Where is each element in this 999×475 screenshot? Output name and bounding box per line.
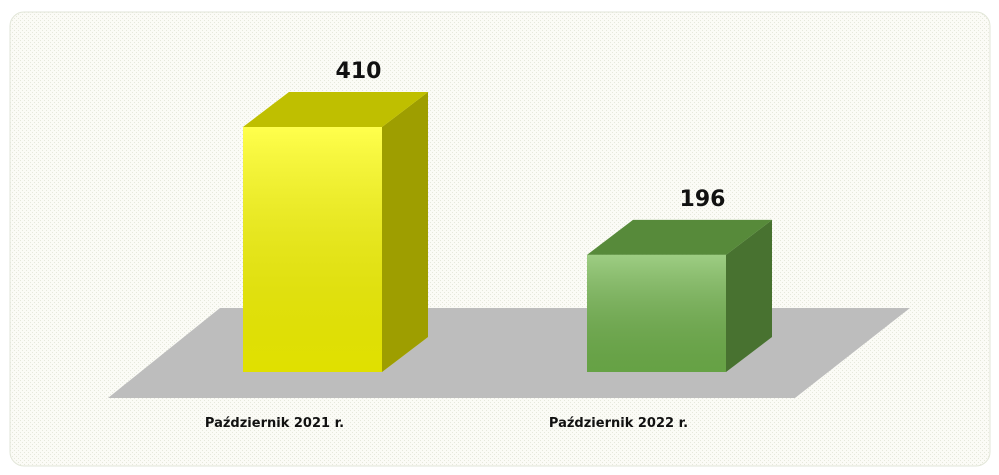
bar-side	[382, 92, 428, 372]
floor	[108, 308, 910, 398]
bar-side-shade	[382, 92, 428, 372]
bar-shine	[243, 127, 382, 372]
bar-top	[587, 219, 772, 255]
bar-side-shade	[726, 219, 772, 372]
value-label: 196	[680, 187, 726, 212]
category-label: Październik 2021 r.	[205, 416, 344, 431]
value-label: 410	[336, 59, 382, 84]
bar-top-shade	[587, 219, 772, 255]
bar-side	[726, 219, 772, 372]
bar-top-shade	[243, 92, 428, 127]
bar-shine	[587, 254, 726, 372]
category-label: Październik 2022 r.	[549, 416, 688, 431]
bar-top	[243, 92, 428, 127]
